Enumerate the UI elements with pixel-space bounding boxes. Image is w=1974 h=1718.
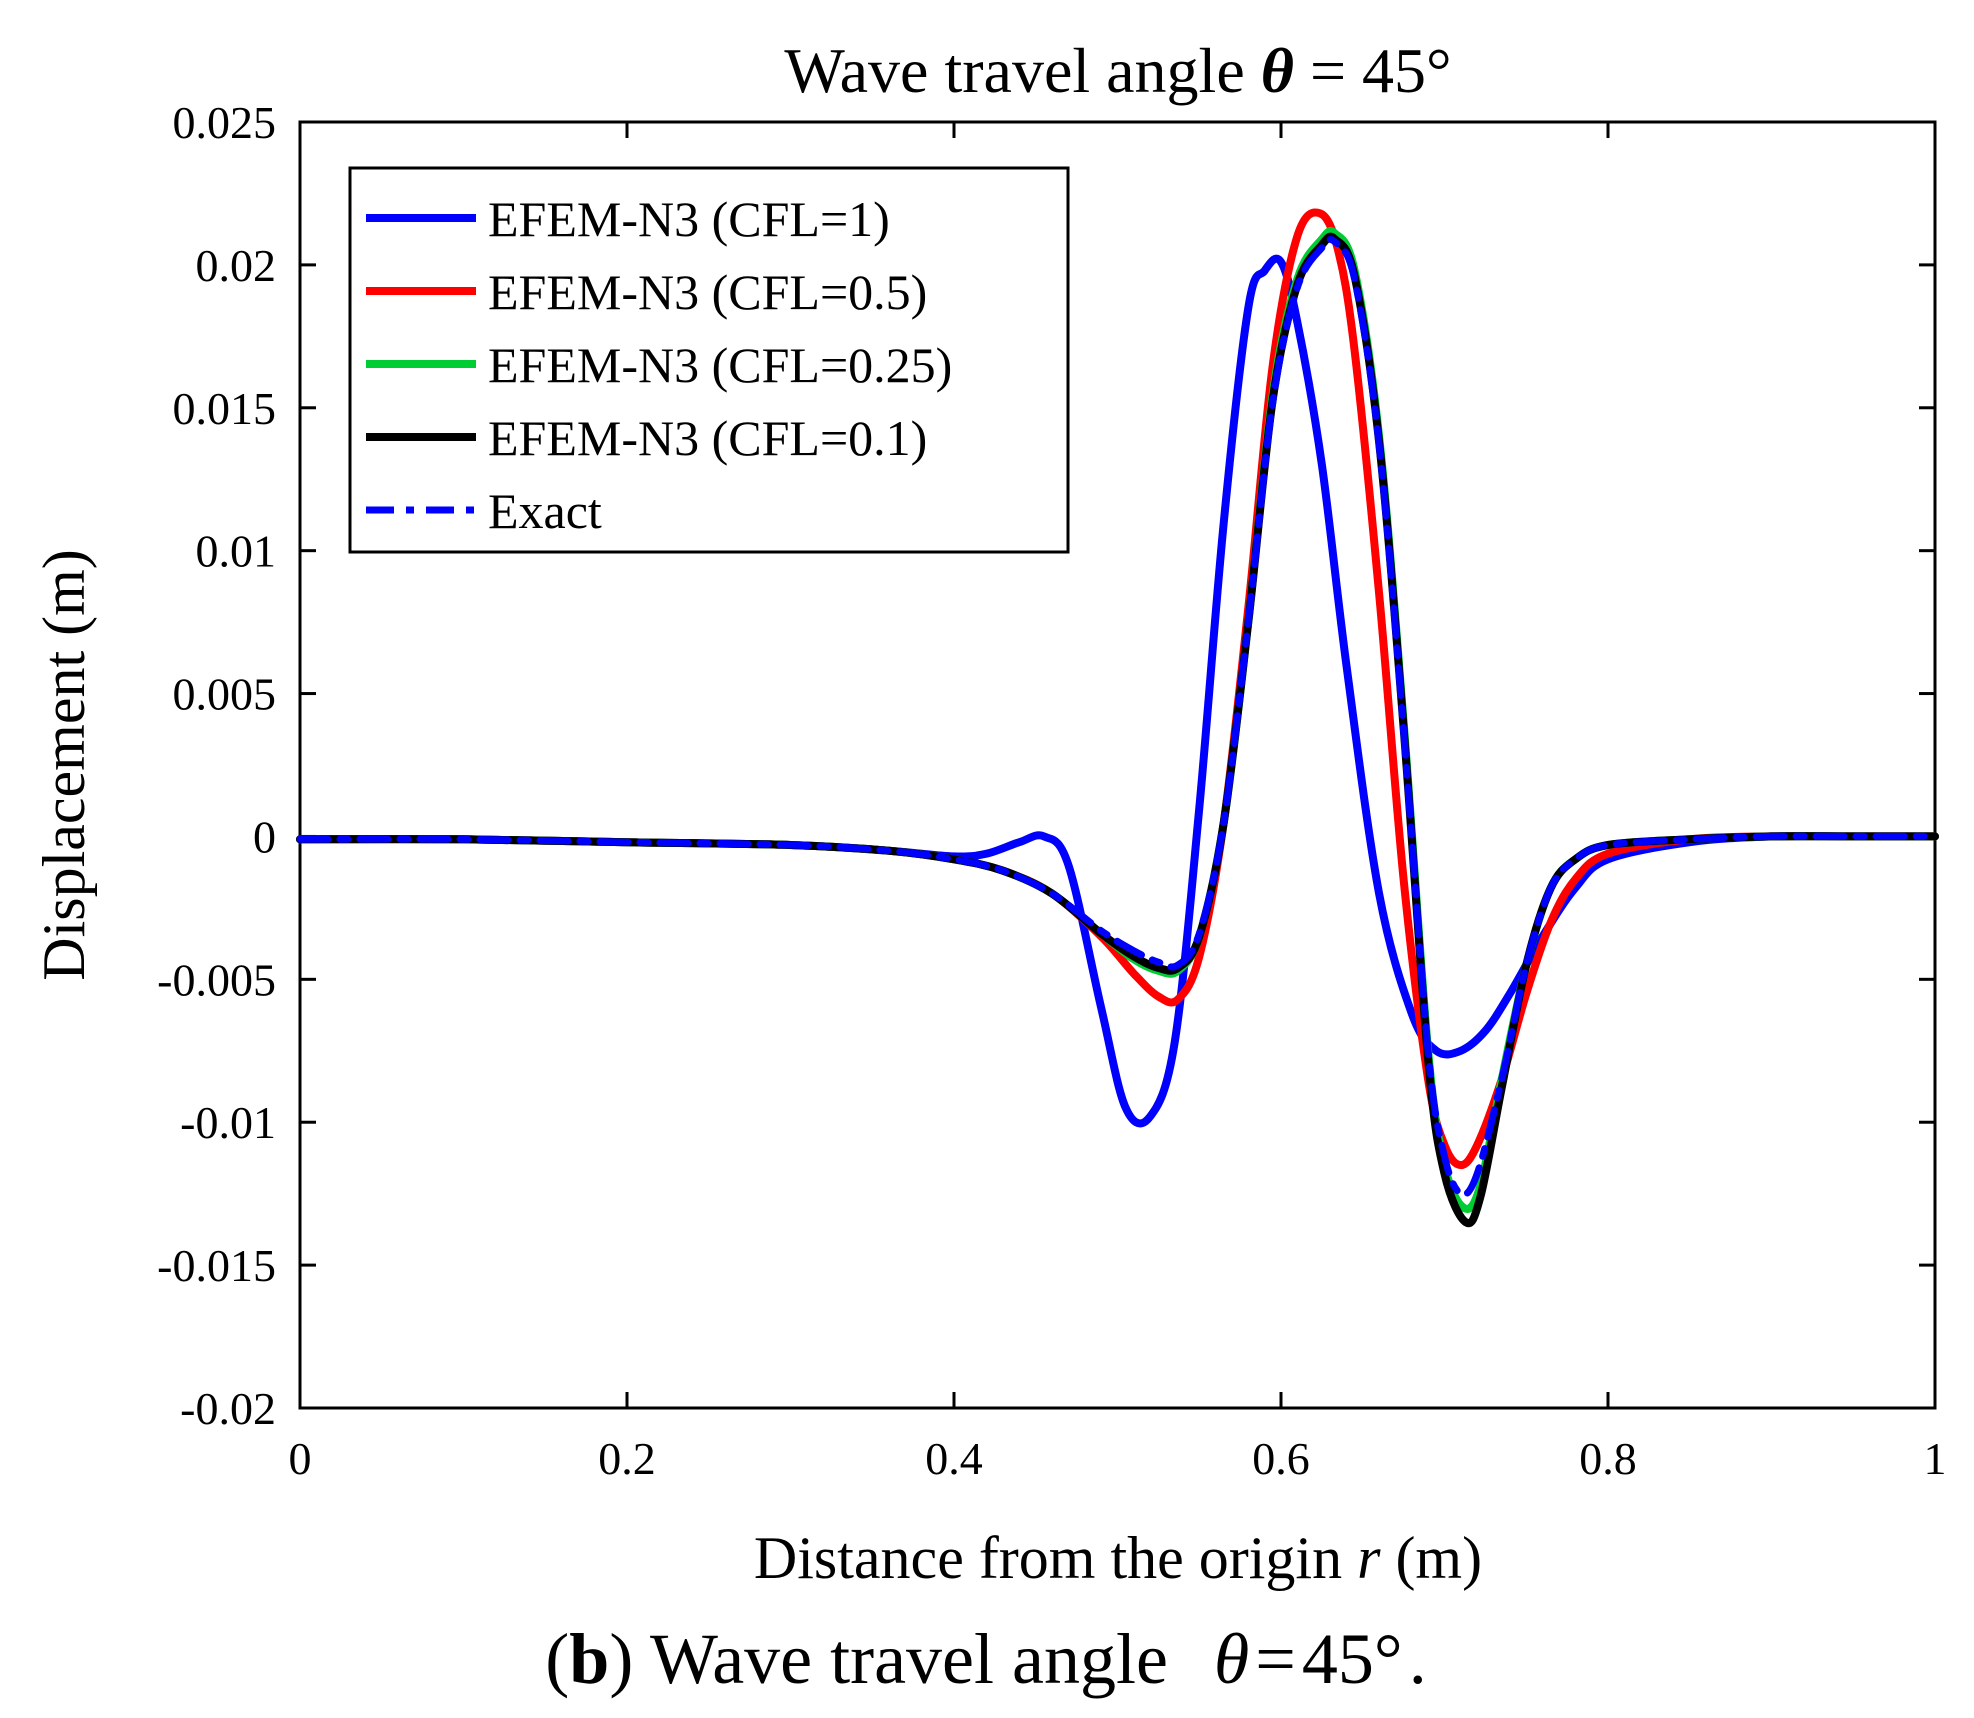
- chart-title-symbol: θ: [1261, 35, 1294, 106]
- series-group: [296, 208, 1939, 1228]
- x-tick-label: 0.8: [1579, 1433, 1637, 1484]
- legend-label-3: EFEM-N3 (CFL=0.25): [488, 337, 952, 393]
- caption-symbol: θ: [1214, 1619, 1249, 1699]
- caption-period: .: [1409, 1619, 1427, 1699]
- y-tick-label: -0.015: [157, 1240, 276, 1291]
- y-tick-label: -0.005: [157, 954, 276, 1005]
- chart-title: Wave travel angle θ = 45°: [784, 35, 1451, 106]
- legend-label-5: Exact: [488, 483, 602, 539]
- x-axis-label-prefix: Distance from the origin: [754, 1525, 1357, 1591]
- series-line-5: [296, 236, 1939, 1198]
- x-axis-label-symbol: r: [1357, 1525, 1381, 1591]
- series-line-1: [296, 254, 1939, 1128]
- caption-value: 45°: [1302, 1619, 1403, 1699]
- y-axis-label: Displacement (m): [31, 549, 97, 981]
- legend-label-2: EFEM-N3 (CFL=0.5): [488, 264, 927, 320]
- caption-text: Wave travel angle: [633, 1619, 1186, 1699]
- caption-close-paren: ): [609, 1619, 633, 1699]
- caption-label: b: [569, 1619, 609, 1699]
- y-tick-label: -0.01: [180, 1097, 276, 1148]
- x-axis-tick-labels: 0 0.2 0.4 0.6 0.8 1: [289, 1433, 1947, 1484]
- legend-label-4: EFEM-N3 (CFL=0.1): [488, 410, 927, 466]
- legend-label-1: EFEM-N3 (CFL=1): [488, 191, 890, 247]
- x-tick-label: 0.6: [1252, 1433, 1310, 1484]
- y-axis-tick-labels: -0.02 -0.015 -0.01 -0.005 0 0.005 0.01 0.015 0.0…: [157, 97, 276, 1434]
- y-tick-label: 0.025: [173, 97, 277, 148]
- plot-frame: [298, 120, 1937, 1410]
- x-tick-label: 1: [1924, 1433, 1947, 1484]
- y-tick-label: -0.02: [180, 1383, 276, 1434]
- y-tick-label: 0: [253, 811, 276, 862]
- x-tick-label: 0: [289, 1433, 312, 1484]
- x-tick-label: 0.4: [925, 1433, 983, 1484]
- caption-open-paren: (: [545, 1619, 569, 1699]
- caption-equals: =: [1255, 1619, 1296, 1699]
- y-tick-label: 0.01: [196, 526, 277, 577]
- chart-title-prefix: Wave travel angle: [784, 35, 1260, 106]
- x-axis-label-suffix: (m): [1380, 1525, 1482, 1591]
- figure-caption: (b) Wave travel angle θ=45°.: [545, 1619, 1426, 1699]
- y-tick-label: 0.015: [173, 383, 277, 434]
- legend: EFEM-N3 (CFL=1) EFEM-N3 (CFL=0.5) EFEM-N3 …: [348, 166, 1070, 554]
- y-tick-label: 0.005: [173, 669, 277, 720]
- y-tick-label: 0.02: [196, 240, 277, 291]
- x-tick-label: 0.2: [598, 1433, 656, 1484]
- x-axis-label: Distance from the origin r (m): [754, 1525, 1482, 1591]
- chart-title-suffix: = 45°: [1294, 35, 1452, 106]
- x-axis-ticks: [298, 122, 1937, 1408]
